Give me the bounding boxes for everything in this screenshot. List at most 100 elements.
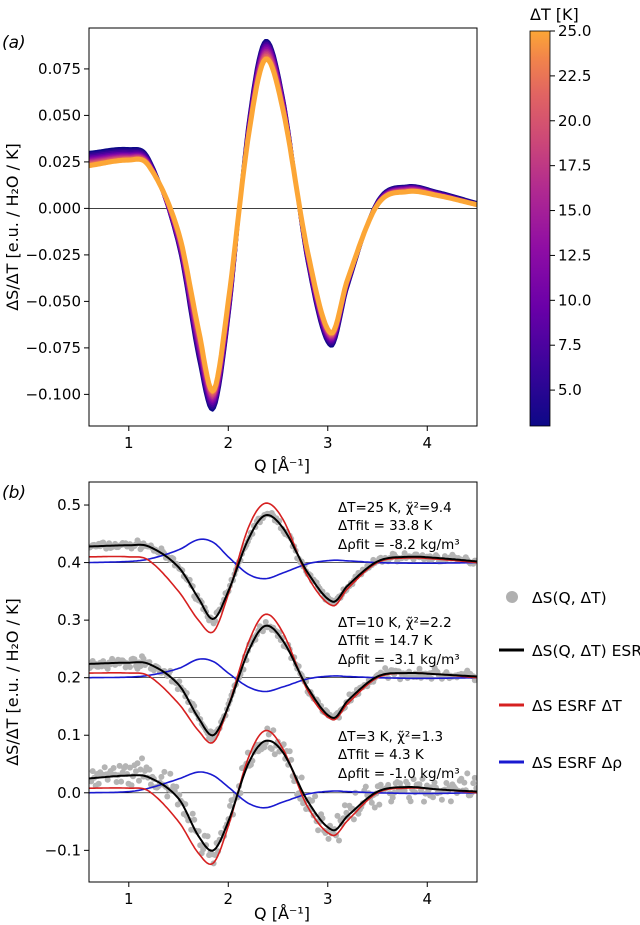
- y-tick-label: −0.075: [25, 339, 81, 357]
- data-point: [173, 783, 180, 790]
- x-tick-label: 3: [323, 890, 333, 908]
- data-point: [262, 619, 269, 625]
- colorbar-tick-label: 25.0: [558, 22, 591, 40]
- annotation-line: ΔT=3 K, χ̃²=1.3: [338, 729, 443, 745]
- data-point: [204, 833, 211, 840]
- data-point: [140, 655, 147, 662]
- data-point: [139, 755, 145, 762]
- colorbar-tick-label: 5.0: [558, 381, 582, 399]
- data-point: [336, 837, 342, 844]
- data-point: [110, 765, 117, 771]
- data-point: [419, 775, 426, 782]
- data-point: [473, 785, 477, 792]
- data-point: [288, 756, 295, 763]
- data-point: [397, 676, 404, 683]
- colorbar-ticks: 25.0 22.5 20.0 17.5 15.0 12.5 10.0 7.5 5.0: [550, 22, 591, 399]
- data-point: [334, 812, 341, 819]
- annotation-line: Δρfit = -8.2 kg/m³: [338, 537, 460, 553]
- data-point: [471, 774, 477, 781]
- data-point: [389, 794, 396, 801]
- annotation-line: ΔT=10 K, χ̃²=2.2: [338, 615, 452, 631]
- y-tick-label: −0.025: [25, 246, 81, 264]
- annotation-line: ΔTfit = 4.3 K: [338, 747, 425, 763]
- annotation-line: ΔTfit = 33.8 K: [338, 518, 434, 534]
- data-point: [188, 826, 195, 833]
- legend-label: ΔS(Q, ΔT) ESRF H2O: [532, 642, 640, 660]
- data-point: [137, 766, 144, 773]
- data-point: [470, 780, 477, 787]
- data-point: [298, 774, 305, 781]
- data-point: [421, 798, 427, 805]
- panel-a-xlabel: Q [Å⁻¹]: [254, 456, 310, 475]
- data-point: [382, 665, 389, 672]
- data-point: [280, 741, 287, 748]
- data-point: [147, 781, 154, 788]
- panel-a-plot-area: [89, 38, 477, 412]
- colorbar: [529, 30, 551, 427]
- x-tick-label: 2: [224, 890, 234, 908]
- colorbar-tick-label: 10.0: [558, 291, 591, 309]
- data-point: [376, 801, 383, 808]
- y-tick-label: −0.1: [45, 841, 81, 859]
- data-point: [438, 796, 445, 803]
- legend-marker-measured: [506, 591, 518, 603]
- data-point: [385, 781, 392, 788]
- data-point: [191, 816, 198, 823]
- y-tick-label: −0.100: [25, 385, 81, 403]
- y-tick-label: 0.4: [57, 554, 81, 572]
- annotation-line: ΔT=25 K, χ̃²=9.4: [338, 500, 452, 516]
- drho-line: [89, 538, 477, 580]
- data-point: [227, 802, 233, 809]
- y-tick-label: 0.3: [57, 611, 81, 629]
- data-point: [312, 793, 319, 800]
- data-point: [407, 798, 414, 805]
- panel-b-frame: [88, 481, 478, 883]
- legend-label: ΔS(Q, ΔT): [532, 589, 607, 607]
- data-point: [131, 656, 138, 663]
- data-point: [265, 731, 272, 738]
- panel-b-xlabel: Q [Å⁻¹]: [254, 904, 310, 923]
- panel-a-label: (a): [2, 33, 26, 53]
- data-point: [104, 776, 111, 783]
- data-point: [134, 760, 141, 767]
- data-point: [113, 779, 120, 785]
- y-tick-label: 0.025: [38, 153, 81, 171]
- panel-b: 1 2 3 4 0.5 0.4 0.3 0.2 0.1 0.0 −0.1: [45, 496, 477, 908]
- data-point: [377, 781, 384, 788]
- x-tick-label: 1: [124, 434, 134, 452]
- colorbar-tick-label: 20.0: [558, 112, 591, 130]
- data-point: [164, 793, 171, 800]
- x-tick-label: 2: [224, 434, 234, 452]
- data-point: [350, 816, 357, 823]
- y-tick-label: −0.050: [25, 292, 81, 310]
- dT-line: [89, 502, 477, 634]
- data-point: [368, 799, 375, 806]
- panel-b-ylabel: ΔS/ΔT [e.u. / H₂O / K]: [3, 598, 22, 766]
- data-point: [309, 797, 316, 804]
- data-point: [341, 802, 348, 809]
- data-point: [146, 766, 153, 773]
- data-point: [315, 827, 322, 834]
- data-point: [270, 727, 277, 734]
- data-point: [430, 794, 436, 801]
- data-point: [127, 664, 133, 670]
- series-line-dT-25.0: [89, 56, 477, 394]
- panel-a-frame: [88, 27, 478, 427]
- y-tick-label: 0.2: [57, 669, 81, 687]
- legend: ΔS(Q, ΔT) ΔS(Q, ΔT) ESRF H2O ΔS ESRF ΔT …: [499, 589, 640, 772]
- x-tick-label: 1: [124, 890, 134, 908]
- panel-b-label: (b): [2, 483, 26, 503]
- y-tick-label: 0.050: [38, 106, 81, 124]
- data-point: [116, 762, 123, 769]
- data-point: [447, 798, 454, 805]
- annotation-line: ΔTfit = 14.7 K: [338, 633, 434, 649]
- data-point: [371, 804, 378, 811]
- annotation-3K: ΔT=3 K, χ̃²=1.3 ΔTfit = 4.3 K Δρfit = -1…: [338, 729, 460, 782]
- panel-a: 1 2 3 4 0.075 0.050 0.025 0.000 −0.025 −0.050 −0.0…: [25, 38, 477, 452]
- data-point: [412, 789, 419, 796]
- x-tick-label: 4: [422, 434, 432, 452]
- colorbar-tick-label: 22.5: [558, 67, 591, 85]
- y-tick-label: 0.075: [38, 60, 81, 78]
- data-point: [104, 665, 111, 672]
